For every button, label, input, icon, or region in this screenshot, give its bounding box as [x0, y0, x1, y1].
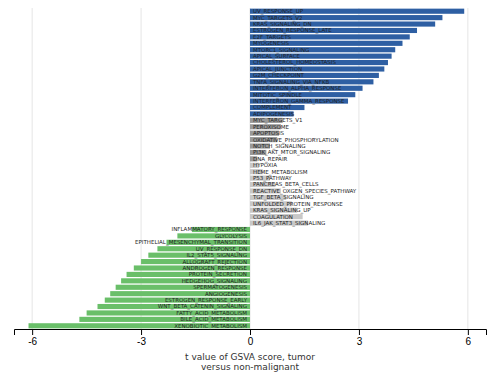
- category-label: IL6_JAK_STAT3_SIGNALING: [253, 220, 325, 227]
- axis-line: [15, 330, 487, 336]
- category-label: ADIPOGENESIS: [253, 111, 295, 117]
- tick: -6: [28, 329, 37, 347]
- category-label: APOPTOSIS: [253, 130, 285, 136]
- tick-label: 3: [357, 336, 363, 347]
- tick: 3: [357, 329, 363, 347]
- bars: [29, 9, 465, 329]
- grid-line: [32, 8, 33, 329]
- category-label: GLYCOLYSIS: [215, 233, 248, 239]
- bar: [250, 214, 303, 219]
- grid: [32, 8, 468, 329]
- tick-mark: [250, 329, 251, 335]
- bar: [116, 285, 250, 290]
- tick-mark: [32, 329, 33, 335]
- tick-mark: [468, 329, 469, 335]
- category-label: COAGULATION: [253, 214, 293, 220]
- chart-svg: -6 -3 0 3 6 UV_RESPONSE_UPMYC_TARGETS_V2KRAS_…: [0, 0, 500, 375]
- category-label: SPERMATOGENESIS: [193, 284, 247, 290]
- grid-line: [467, 8, 468, 329]
- category-label: ANGIOGENESIS: [205, 291, 248, 297]
- bar: [250, 105, 304, 110]
- category-labels: UV_RESPONSE_UPMYC_TARGETS_V2KRAS_SIGNALI…: [135, 8, 357, 330]
- x-axis-title-line: t value of GSVA score, tumor: [185, 352, 315, 362]
- tick-label: -6: [28, 336, 37, 347]
- tick-mark: [141, 329, 142, 335]
- plot-area: -6 -3 0 3 6 UV_RESPONSE_UPMYC_TARGETS_V2KRAS_…: [15, 8, 487, 347]
- category-label: MYOGENESIS: [253, 40, 290, 46]
- tick-mark: [359, 329, 360, 335]
- category-label: XENOBIOTIC_METABOLISM: [174, 323, 247, 330]
- bar: [177, 233, 250, 238]
- tick: 0: [248, 329, 254, 347]
- x-axis-title: t value of GSVA score, tumorversus non-m…: [185, 352, 315, 372]
- tick-label: -3: [137, 336, 146, 347]
- x-axis-title-line: versus non-malignant: [201, 362, 300, 372]
- category-label: HYPOXIA: [253, 162, 277, 168]
- bar: [250, 41, 402, 46]
- category-label: COMPLEMENT: [253, 104, 292, 110]
- tick-label: 0: [248, 336, 254, 347]
- tick: 6: [466, 329, 472, 347]
- chart-container: -6 -3 0 3 6 UV_RESPONSE_UPMYC_TARGETS_V2KRAS_…: [0, 0, 500, 375]
- tick: -3: [137, 329, 146, 347]
- bar: [110, 291, 250, 296]
- tick-label: 6: [466, 336, 472, 347]
- x-axis: -6 -3 0 3 6: [15, 329, 487, 347]
- category-label: PEROXISOME: [253, 124, 290, 130]
